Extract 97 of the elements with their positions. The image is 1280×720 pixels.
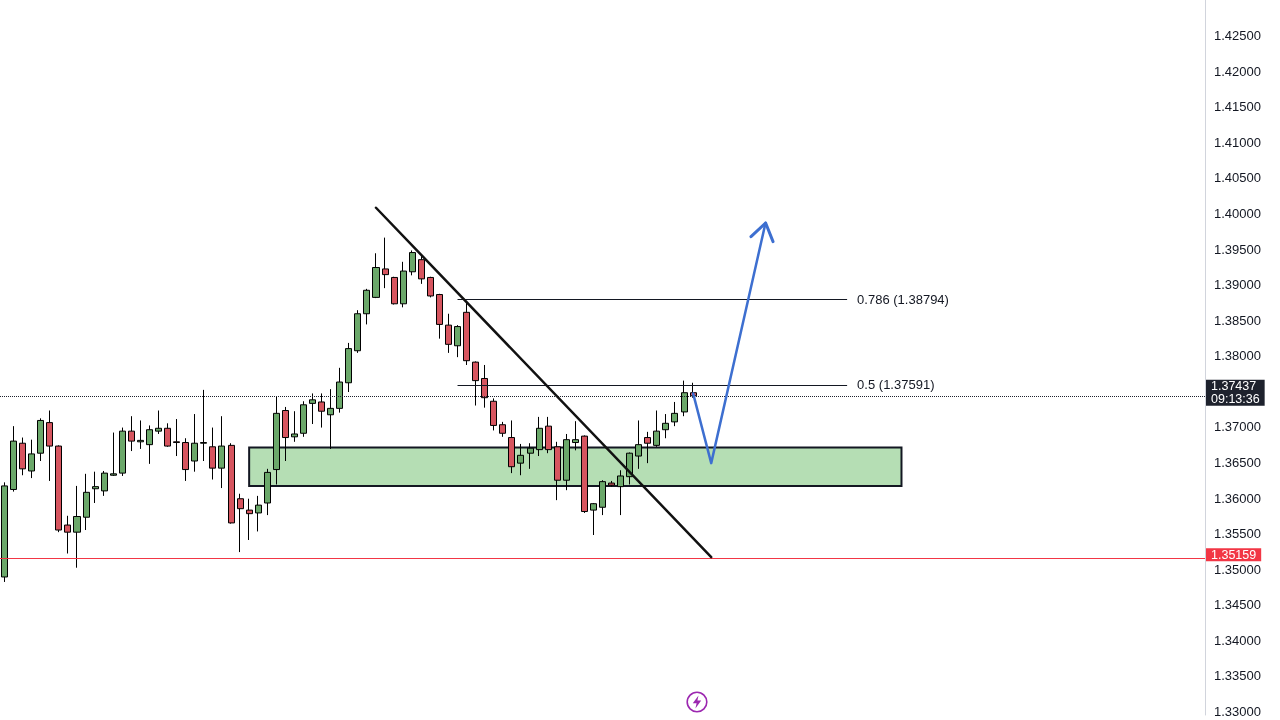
- candlestick: [508, 419, 515, 474]
- candlestick: [101, 470, 108, 497]
- candlestick: [264, 468, 271, 516]
- ref-line-label: 1.37437 09:13:36: [1211, 379, 1260, 407]
- candlestick: [436, 293, 443, 340]
- candlestick: [345, 342, 352, 393]
- candlestick: [581, 434, 588, 514]
- candlestick: [400, 261, 407, 308]
- y-tick-label: 1.40500: [1214, 170, 1261, 186]
- candlestick: [418, 254, 425, 285]
- y-tick-label: 1.34500: [1214, 597, 1261, 613]
- candlestick: [681, 380, 688, 417]
- y-tick-label: 1.36500: [1214, 454, 1261, 470]
- y-tick-label: 1.36000: [1214, 490, 1261, 506]
- y-tick-label: 1.41500: [1214, 99, 1261, 115]
- candlestick: [146, 424, 153, 465]
- candlestick: [363, 288, 370, 325]
- y-tick-label: 1.42500: [1214, 28, 1261, 44]
- candlestick: [46, 410, 53, 482]
- candlestick: [255, 495, 262, 532]
- candlestick: [209, 427, 216, 481]
- candlestick: [590, 502, 597, 536]
- candlestick: [218, 415, 225, 489]
- y-tick-label: 1.41000: [1214, 134, 1261, 150]
- candlestick: [572, 420, 579, 451]
- candlestick: [481, 364, 488, 409]
- candlestick: [200, 389, 207, 462]
- candlestick: [92, 471, 99, 504]
- candlestick: [409, 249, 416, 276]
- y-tick-label: 1.38000: [1214, 348, 1261, 364]
- candlestick: [119, 427, 126, 477]
- candlestick: [73, 485, 81, 569]
- candlestick: [653, 410, 660, 448]
- candlestick: [282, 406, 289, 462]
- candlestick: [517, 443, 524, 476]
- candlestick: [545, 416, 552, 454]
- ref-line-label: 0.5 (1.37591): [857, 377, 935, 393]
- candlestick: [617, 469, 624, 516]
- candlestick: [336, 367, 343, 414]
- candlestick: [662, 413, 669, 439]
- candlestick: [246, 498, 253, 541]
- candlestick: [527, 442, 534, 470]
- y-tick-label: 1.39000: [1214, 277, 1261, 293]
- ref-line-label: 1.35159: [1211, 547, 1257, 562]
- candlestick: [472, 360, 479, 407]
- candlestick: [291, 410, 298, 443]
- y-tick-label: 1.39500: [1214, 241, 1261, 257]
- y-tick-label: 1.35500: [1214, 526, 1261, 542]
- candlestick: [490, 397, 497, 431]
- candlestick: [28, 439, 35, 479]
- candlestick: [173, 418, 180, 457]
- candlestick: [55, 444, 62, 533]
- candlestick: [83, 473, 90, 531]
- y-tick-label: 1.42000: [1214, 63, 1261, 79]
- candlestick: [563, 433, 570, 491]
- y-tick-label: 1.38500: [1214, 312, 1261, 328]
- candlestick: [164, 422, 171, 448]
- candlestick: [228, 442, 235, 525]
- candlestick: [137, 419, 144, 450]
- ref-line-label: 0.786 (1.38794): [857, 291, 949, 307]
- candlestick: [608, 480, 615, 488]
- y-tick-label: 1.33000: [1214, 703, 1261, 719]
- candlestick: [110, 432, 117, 477]
- candlestick: [309, 392, 316, 425]
- candlestick: [182, 437, 189, 482]
- candlestick: [445, 313, 452, 354]
- candlestick: [327, 388, 334, 450]
- candlestick: [155, 410, 162, 435]
- candlestick: [382, 237, 389, 289]
- candlestick: [273, 396, 280, 485]
- candlestick: [454, 324, 461, 358]
- y-tick-label: 1.40000: [1214, 205, 1261, 221]
- candlestick: [599, 479, 606, 516]
- candlestick: [644, 431, 651, 464]
- candlestick: [354, 309, 361, 354]
- y-tick-label: 1.34000: [1214, 632, 1261, 648]
- candlestick: [1, 481, 8, 583]
- candlestick: [64, 515, 71, 554]
- candlestick: [372, 252, 380, 299]
- y-tick-label: 1.35000: [1214, 561, 1261, 577]
- candlestick: [19, 437, 26, 476]
- candlestick: [554, 441, 561, 501]
- candlestick: [536, 416, 543, 457]
- y-tick-label: 1.33500: [1214, 668, 1261, 684]
- candlestick: [237, 493, 244, 553]
- candlestick: [191, 413, 198, 473]
- candlestick: [427, 276, 434, 298]
- candlestick: [635, 419, 642, 470]
- candlestick: [10, 425, 17, 493]
- candlestick: [391, 276, 398, 305]
- y-tick-label: 1.37000: [1214, 419, 1261, 435]
- candlestick: [671, 401, 678, 427]
- candlestick: [300, 400, 307, 438]
- candlestick: [37, 417, 44, 462]
- candlestick: [499, 421, 506, 438]
- candlestick: [318, 392, 325, 429]
- candlestick: [128, 415, 135, 452]
